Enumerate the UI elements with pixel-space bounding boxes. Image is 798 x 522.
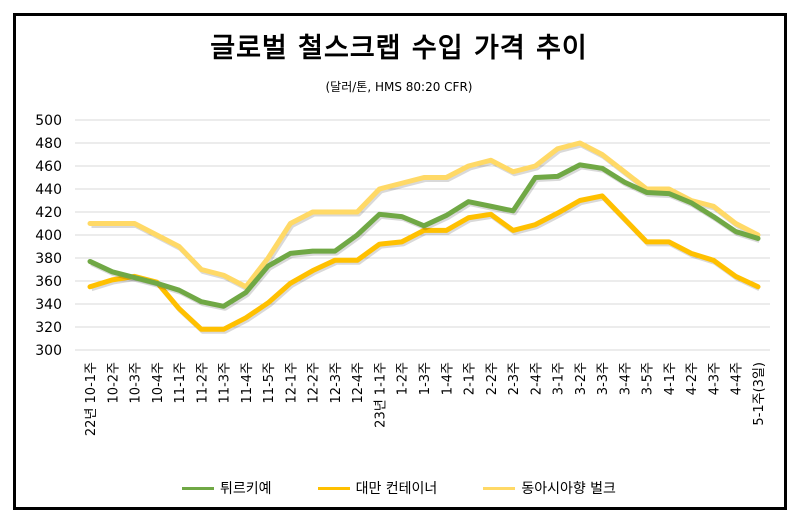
x-tick-label: 11-2주 (195, 362, 210, 404)
y-tick-label: 400 (35, 228, 62, 244)
legend-swatch (483, 486, 516, 490)
x-tick-label: 3-2주 (574, 362, 589, 395)
x-tick-label: 12-2주 (307, 362, 322, 404)
x-tick-label: 3-5주 (641, 362, 656, 395)
x-tick-label: 3-3주 (596, 362, 611, 395)
x-tick-label: 2-1주 (463, 362, 478, 395)
chart-title: 글로벌 철스크랩 수입 가격 추이 (210, 33, 588, 64)
x-tick-label: 3-4주 (618, 362, 633, 395)
x-tick-label: 12-1주 (284, 362, 299, 404)
legend-label: 대만 컨테이너 (355, 481, 438, 497)
legend-item: 대만 컨테이너 (317, 478, 438, 498)
x-tick-label: 11-3주 (218, 362, 233, 404)
series-line-튀르키예 (87, 162, 761, 309)
legend-swatch (182, 486, 215, 490)
x-tick-label: 12-4주 (351, 362, 366, 404)
series-lines (87, 140, 761, 334)
x-tick-label: 4-4주 (730, 362, 745, 395)
series-line-대만 컨테이너 (87, 193, 761, 332)
x-tick-label: 3-1주 (552, 362, 567, 395)
x-tick-label: 4-2주 (685, 362, 700, 395)
x-tick-label: 10-2주 (106, 362, 121, 404)
x-tick-label: 12-3주 (329, 362, 344, 404)
legend-swatch (317, 486, 350, 490)
y-tick-label: 360 (35, 274, 62, 290)
x-tick-label: 1-4주 (440, 362, 455, 395)
series-shadow (90, 195, 761, 334)
y-tick-label: 500 (35, 113, 62, 129)
x-axis-ticks: 22년 10-1주 10-2주 10-3주 10-4주 11-1주 11-2주 11-3주 1… (84, 362, 767, 436)
x-tick-label: 22년 10-1주 (84, 362, 99, 436)
y-tick-label: 460 (35, 159, 62, 175)
y-tick-label: 380 (35, 251, 62, 267)
legend-item: 튀르키예 (182, 478, 272, 498)
series-shadow (91, 142, 761, 292)
legend: 튀르키예 대만 컨테이너 동아시아향 벌크 (0, 478, 798, 498)
x-tick-label: 5-1주(3일) (752, 362, 767, 426)
x-tick-label: 11-5주 (262, 362, 277, 404)
series-line-동아시아향 벌크 (87, 140, 761, 290)
y-tick-label: 300 (35, 343, 62, 359)
y-tick-label: 440 (35, 182, 62, 198)
legend-label: 동아시아향 벌크 (521, 481, 616, 497)
y-tick-label: 420 (35, 205, 62, 221)
x-tick-label: 11-1주 (173, 362, 188, 404)
legend-item: 동아시아향 벌크 (483, 478, 616, 498)
x-tick-label: 1-3주 (418, 362, 433, 395)
x-tick-label: 1-2주 (396, 362, 411, 395)
chart-frame (13, 13, 787, 510)
legend-label: 튀르키예 (220, 481, 272, 497)
chart-subtitle: (달러/톤, HMS 80:20 CFR) (325, 80, 473, 94)
x-tick-label: 10-4주 (151, 362, 166, 404)
x-tick-label: 11-4주 (240, 362, 255, 404)
x-tick-label: 10-3주 (129, 362, 144, 404)
x-tick-label: 4-3주 (707, 362, 722, 395)
y-axis-ticks: 300 320 340 360 380 400 420 440 460 480 500 (35, 113, 62, 359)
x-tick-label: 2-2주 (485, 362, 500, 395)
x-tick-label: 23년 1-1주 (373, 362, 388, 428)
x-tick-label: 2-3주 (507, 362, 522, 395)
y-tick-label: 480 (35, 136, 62, 152)
y-tick-label: 340 (35, 297, 62, 313)
x-tick-label: 4-1주 (663, 362, 678, 395)
y-tick-label: 320 (35, 320, 62, 336)
x-tick-label: 2-4주 (529, 362, 544, 395)
